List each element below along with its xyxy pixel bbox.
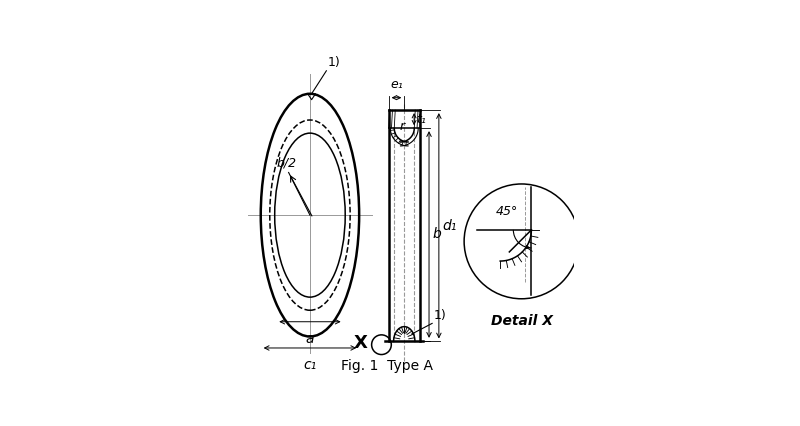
- Text: e₁: e₁: [390, 78, 403, 91]
- Text: 1): 1): [434, 309, 446, 322]
- Text: r: r: [400, 120, 405, 133]
- Text: b/2: b/2: [277, 156, 297, 169]
- Text: t₁: t₁: [416, 113, 426, 126]
- Text: d₁: d₁: [442, 219, 457, 233]
- Text: 1): 1): [328, 56, 341, 69]
- Text: X: X: [354, 334, 368, 352]
- Text: b: b: [432, 227, 441, 242]
- Text: Detail X: Detail X: [490, 314, 553, 328]
- Text: a: a: [306, 331, 314, 345]
- Text: 45°: 45°: [496, 205, 518, 219]
- Text: Fig. 1  Type A: Fig. 1 Type A: [341, 359, 433, 373]
- Text: c₁: c₁: [303, 358, 317, 372]
